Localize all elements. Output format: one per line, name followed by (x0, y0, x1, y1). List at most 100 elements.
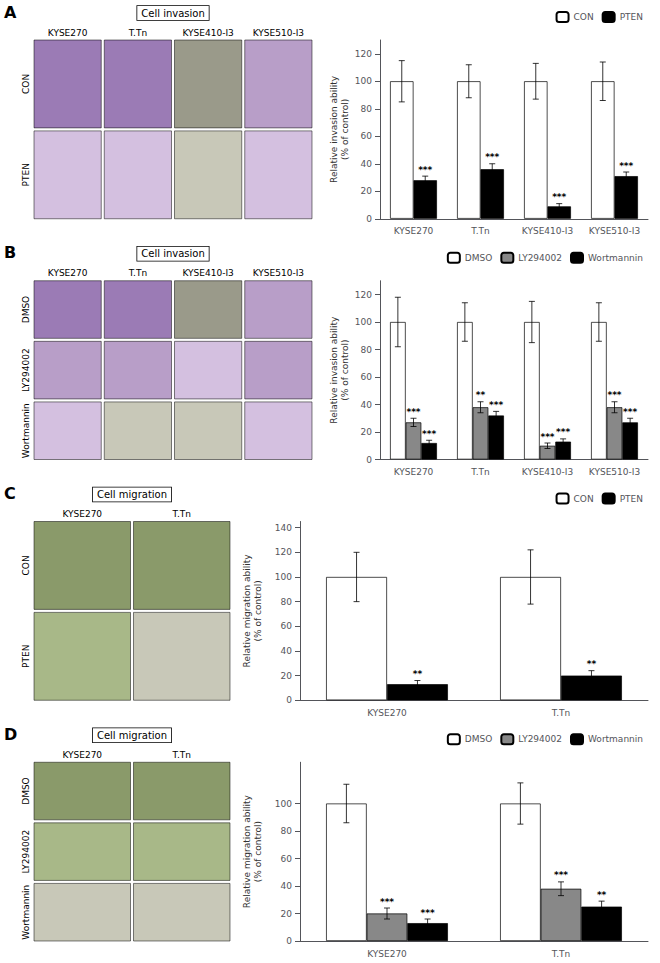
svg-text:Relative migration ability: Relative migration ability (242, 554, 252, 668)
svg-text:***: *** (540, 432, 554, 442)
svg-text:LY294002: LY294002 (518, 253, 562, 263)
svg-text:DMSO: DMSO (465, 253, 493, 263)
svg-text:80: 80 (361, 104, 373, 114)
svg-text:0: 0 (286, 695, 292, 705)
svg-text:LY294002: LY294002 (518, 734, 562, 744)
svg-text:T.Tn: T.Tn (172, 750, 192, 760)
svg-text:KYSE410-I3: KYSE410-I3 (522, 467, 573, 477)
svg-text:40: 40 (281, 646, 293, 656)
svg-text:Wortmannin: Wortmannin (21, 403, 31, 458)
svg-text:KYSE270: KYSE270 (394, 467, 434, 477)
svg-text:KYSE270: KYSE270 (62, 509, 102, 519)
svg-text:C: C (4, 484, 16, 503)
svg-text:CON: CON (21, 555, 31, 575)
svg-text:***: *** (406, 407, 420, 417)
svg-text:T.Tn: T.Tn (551, 708, 571, 718)
svg-text:CON: CON (574, 494, 594, 504)
svg-text:**: ** (587, 659, 597, 669)
svg-text:20: 20 (361, 427, 373, 437)
svg-text:40: 40 (281, 881, 293, 891)
svg-text:KYSE270: KYSE270 (62, 750, 102, 760)
svg-text:140: 140 (275, 523, 292, 533)
svg-text:KYSE510-I3: KYSE510-I3 (589, 226, 640, 236)
svg-text:80: 80 (361, 345, 373, 355)
svg-text:20: 20 (361, 186, 373, 196)
svg-text:Relative migration ability: Relative migration ability (242, 794, 252, 908)
svg-text:100: 100 (355, 76, 372, 86)
svg-text:A: A (4, 3, 17, 22)
svg-text:***: *** (418, 165, 432, 175)
svg-text:20: 20 (281, 671, 293, 681)
svg-text:KYSE270: KYSE270 (367, 949, 407, 959)
svg-text:KYSE510-I3: KYSE510-I3 (253, 28, 304, 38)
svg-text:T.Tn: T.Tn (470, 226, 490, 236)
svg-text:***: *** (422, 429, 436, 439)
svg-text:80: 80 (281, 826, 293, 836)
svg-text:***: *** (552, 192, 566, 202)
svg-text:***: *** (556, 427, 570, 437)
svg-text:D: D (4, 725, 17, 744)
svg-text:B: B (4, 243, 16, 262)
svg-text:(% of control): (% of control) (253, 580, 263, 641)
svg-text:**: ** (476, 390, 486, 400)
svg-text:Relative invasion ability: Relative invasion ability (329, 75, 339, 183)
svg-text:***: *** (485, 152, 499, 162)
svg-text:CON: CON (574, 12, 594, 22)
svg-text:PTEN: PTEN (620, 12, 643, 22)
svg-text:120: 120 (275, 547, 292, 557)
svg-text:***: *** (554, 870, 568, 880)
svg-text:Relative invasion ability: Relative invasion ability (329, 316, 339, 424)
svg-text:0: 0 (286, 936, 292, 946)
svg-text:DMSO: DMSO (465, 734, 493, 744)
svg-text:T.Tn: T.Tn (470, 467, 490, 477)
svg-text:T.Tn: T.Tn (551, 949, 571, 959)
svg-text:KYSE410-I3: KYSE410-I3 (182, 268, 233, 278)
svg-text:120: 120 (355, 49, 372, 59)
svg-text:PTEN: PTEN (21, 163, 31, 186)
svg-text:60: 60 (361, 131, 373, 141)
svg-text:40: 40 (361, 159, 373, 169)
svg-text:***: *** (619, 161, 633, 171)
svg-text:Wortmannin: Wortmannin (588, 734, 643, 744)
svg-text:***: *** (607, 390, 621, 400)
svg-text:100: 100 (355, 317, 372, 327)
svg-text:100: 100 (275, 572, 292, 582)
svg-text:120: 120 (355, 290, 372, 300)
svg-text:LY294002: LY294002 (21, 348, 31, 392)
svg-text:T.Tn: T.Tn (128, 268, 148, 278)
svg-text:60: 60 (281, 854, 293, 864)
svg-text:(% of control): (% of control) (340, 99, 350, 160)
svg-text:0: 0 (366, 214, 372, 224)
svg-text:(% of control): (% of control) (340, 340, 350, 401)
svg-text:KYSE270: KYSE270 (48, 28, 88, 38)
svg-text:KYSE270: KYSE270 (394, 226, 434, 236)
svg-text:Cell migration: Cell migration (97, 730, 167, 741)
svg-text:KYSE510-I3: KYSE510-I3 (253, 268, 304, 278)
svg-text:40: 40 (361, 400, 373, 410)
svg-text:DMSO: DMSO (21, 296, 31, 324)
svg-text:**: ** (597, 890, 607, 900)
svg-text:***: *** (623, 407, 637, 417)
svg-text:Cell invasion: Cell invasion (141, 8, 204, 19)
svg-text:***: *** (489, 400, 503, 410)
svg-text:60: 60 (281, 621, 293, 631)
svg-text:T.Tn: T.Tn (172, 509, 192, 519)
svg-text:LY294002: LY294002 (21, 830, 31, 874)
svg-text:Cell migration: Cell migration (97, 489, 167, 500)
svg-text:KYSE510-I3: KYSE510-I3 (589, 467, 640, 477)
svg-text:***: *** (380, 897, 394, 907)
svg-text:PTEN: PTEN (620, 494, 643, 504)
svg-text:PTEN: PTEN (21, 645, 31, 668)
svg-text:KYSE410-I3: KYSE410-I3 (182, 28, 233, 38)
svg-text:(% of control): (% of control) (253, 821, 263, 882)
svg-text:Cell invasion: Cell invasion (141, 248, 204, 259)
svg-text:**: ** (413, 669, 423, 679)
svg-text:Wortmannin: Wortmannin (21, 885, 31, 940)
svg-text:DMSO: DMSO (21, 777, 31, 805)
svg-text:KYSE410-I3: KYSE410-I3 (522, 226, 573, 236)
svg-text:Wortmannin: Wortmannin (588, 253, 643, 263)
svg-text:T.Tn: T.Tn (128, 28, 148, 38)
svg-text:20: 20 (281, 909, 293, 919)
svg-text:100: 100 (275, 799, 292, 809)
svg-text:80: 80 (281, 597, 293, 607)
